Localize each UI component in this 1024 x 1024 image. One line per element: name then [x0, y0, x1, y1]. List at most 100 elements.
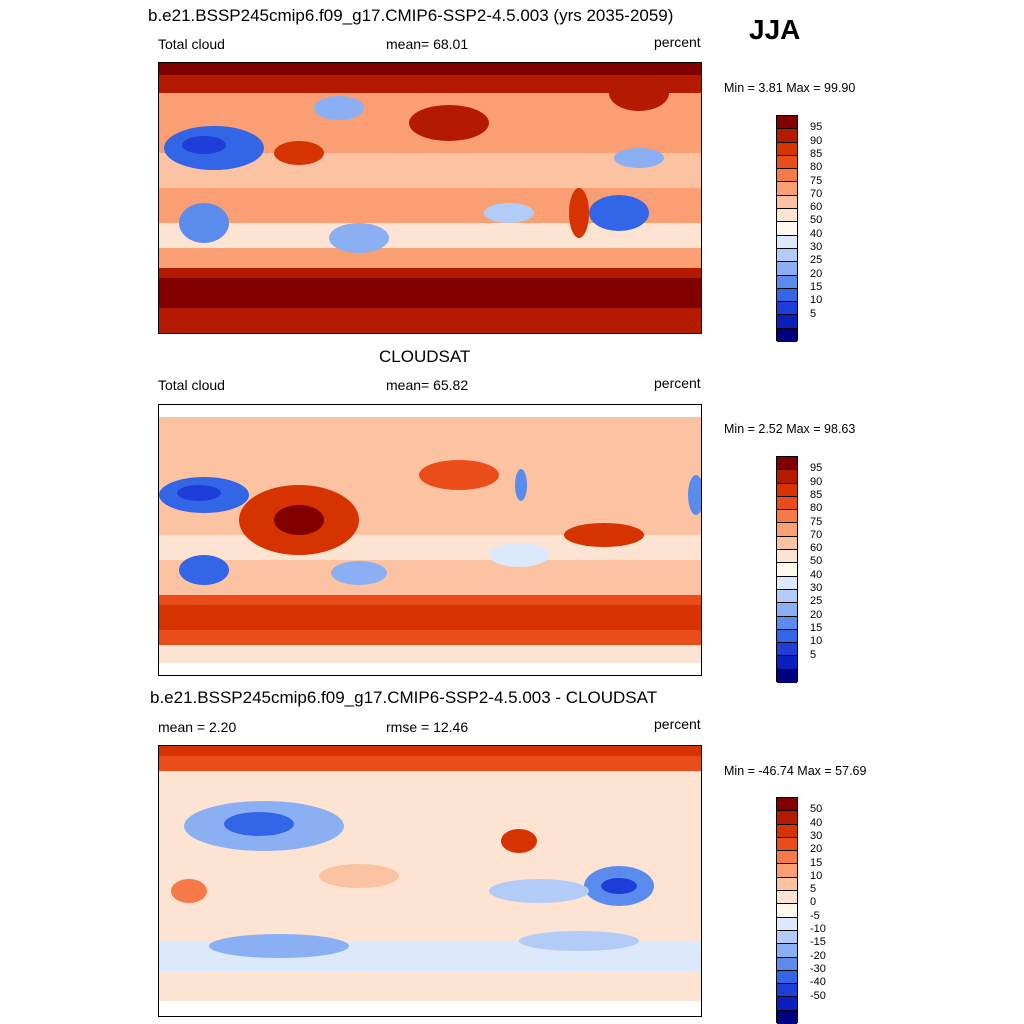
colorbar-swatch: [777, 169, 797, 183]
colorbar-tick-label: -50: [810, 989, 826, 1002]
colorbar-tick-label: 5: [810, 648, 817, 661]
colorbar-swatch: [777, 837, 797, 852]
colorbar-tick-label: 60: [810, 542, 823, 555]
panel-1-title: b.e21.BSSP245cmip6.f09_g17.CMIP6-SSP2-4.…: [148, 6, 674, 25]
colorbar-tick-label: 95: [810, 121, 823, 134]
colorbar-tick-label: 15: [810, 856, 823, 869]
colorbar-tick-label: -15: [810, 936, 826, 949]
colorbar-tick-label: 5: [810, 307, 817, 320]
colorbar-swatch: [777, 798, 797, 812]
colorbar-swatch: [777, 302, 797, 316]
colorbar-swatch: [777, 811, 797, 825]
colorbar-swatch: [777, 917, 797, 931]
panel-1-units-label: percent: [654, 34, 701, 50]
colorbar-tick-label: 20: [810, 267, 823, 280]
colorbar-swatch: [777, 536, 797, 551]
colorbar-swatch: [777, 1010, 797, 1024]
colorbar-swatch: [777, 470, 797, 484]
colorbar-tick-label: -40: [810, 976, 826, 989]
colorbar-tick-label: 20: [810, 608, 823, 621]
colorbar-tick-label: 40: [810, 816, 823, 829]
panel-3-rmse-label: rmse = 12.46: [386, 719, 469, 735]
panel-1-mean-label: mean= 68.01: [386, 36, 469, 52]
panel-2-variable-label: Total cloud: [158, 377, 225, 393]
colorbar-swatch: [777, 877, 797, 892]
colorbar-tick-label: 50: [810, 555, 823, 568]
panel-2-map: [158, 404, 702, 676]
colorbar-tick-label: 40: [810, 227, 823, 240]
colorbar-tick-label: 40: [810, 568, 823, 581]
colorbar-tick-label: -5: [810, 909, 820, 922]
colorbar-swatch: [777, 328, 797, 343]
panel-3-minmax: Min = -46.74 Max = 57.69: [724, 764, 867, 778]
colorbar-swatch: [777, 550, 797, 564]
panel-2-units-label: percent: [654, 375, 701, 391]
colorbar-swatch: [777, 155, 797, 170]
season-label: JJA: [749, 14, 801, 45]
colorbar-swatch: [777, 116, 797, 130]
colorbar-tick-label: 30: [810, 241, 823, 253]
colorbar-tick-label: 75: [810, 515, 823, 528]
panel-2-mean-label: mean= 65.82: [386, 377, 469, 393]
colorbar-swatch: [777, 483, 797, 497]
colorbar-swatch: [777, 891, 797, 905]
colorbar-tick-label: 70: [810, 528, 823, 541]
colorbar-tick-label: 30: [810, 829, 823, 842]
colorbar-swatch: [777, 656, 797, 670]
colorbar-swatch: [777, 984, 797, 998]
panel-3-mean-label: mean = 2.20: [158, 719, 237, 735]
panel-3-map: [158, 745, 702, 1017]
colorbar-swatch: [777, 563, 797, 577]
colorbar-swatch: [777, 510, 797, 524]
colorbar-swatch: [777, 142, 797, 156]
colorbar-swatch: [777, 669, 797, 684]
colorbar-swatch: [777, 209, 797, 223]
colorbar-tick-label: 25: [810, 595, 823, 608]
panel-2-colorbar: [776, 456, 798, 684]
colorbar-tick-label: 0: [810, 896, 817, 909]
colorbar-swatch: [777, 235, 797, 249]
colorbar-swatch: [777, 851, 797, 865]
colorbar-swatch: [777, 616, 797, 630]
colorbar-swatch: [777, 129, 797, 143]
colorbar-tick-label: 85: [810, 147, 823, 160]
panel-3-units-label: percent: [654, 716, 701, 732]
colorbar-swatch: [777, 603, 797, 617]
colorbar-tick-label: 80: [810, 161, 823, 174]
colorbar-tick-label: -10: [810, 923, 826, 935]
panel-1-minmax: Min = 3.81 Max = 99.90: [724, 81, 856, 95]
colorbar-swatch: [777, 523, 797, 537]
panel-1-colorbar: [776, 115, 798, 343]
colorbar-swatch: [777, 222, 797, 236]
colorbar-swatch: [777, 248, 797, 263]
colorbar-tick-label: -30: [810, 962, 826, 975]
colorbar-swatch: [777, 944, 797, 958]
colorbar-swatch: [777, 904, 797, 918]
panel-2-minmax: Min = 2.52 Max = 98.63: [724, 422, 856, 436]
colorbar-tick-label: 20: [810, 843, 823, 856]
colorbar-tick-label: 70: [810, 187, 823, 200]
colorbar-swatch: [777, 589, 797, 604]
colorbar-swatch: [777, 195, 797, 210]
colorbar-tick-label: 85: [810, 488, 823, 501]
colorbar-swatch: [777, 970, 797, 985]
colorbar-tick-label: 75: [810, 174, 823, 187]
colorbar-swatch: [777, 930, 797, 945]
colorbar-tick-label: 80: [810, 502, 823, 515]
colorbar-tick-label: 50: [810, 803, 823, 816]
colorbar-tick-label: 90: [810, 475, 823, 488]
colorbar-swatch: [777, 457, 797, 471]
panel-3-title: b.e21.BSSP245cmip6.f09_g17.CMIP6-SSP2-4.…: [150, 688, 658, 707]
colorbar-swatch: [777, 315, 797, 329]
colorbar-tick-label: 15: [810, 621, 823, 634]
colorbar-tick-label: 25: [810, 254, 823, 267]
colorbar-swatch: [777, 629, 797, 644]
colorbar-swatch: [777, 957, 797, 971]
colorbar-swatch: [777, 262, 797, 276]
colorbar-tick-label: 95: [810, 462, 823, 475]
panel-2-title: CLOUDSAT: [379, 347, 471, 366]
colorbar-tick-label: 15: [810, 280, 823, 293]
colorbar-swatch: [777, 275, 797, 289]
colorbar-swatch: [777, 997, 797, 1011]
colorbar-tick-label: 30: [810, 582, 823, 594]
